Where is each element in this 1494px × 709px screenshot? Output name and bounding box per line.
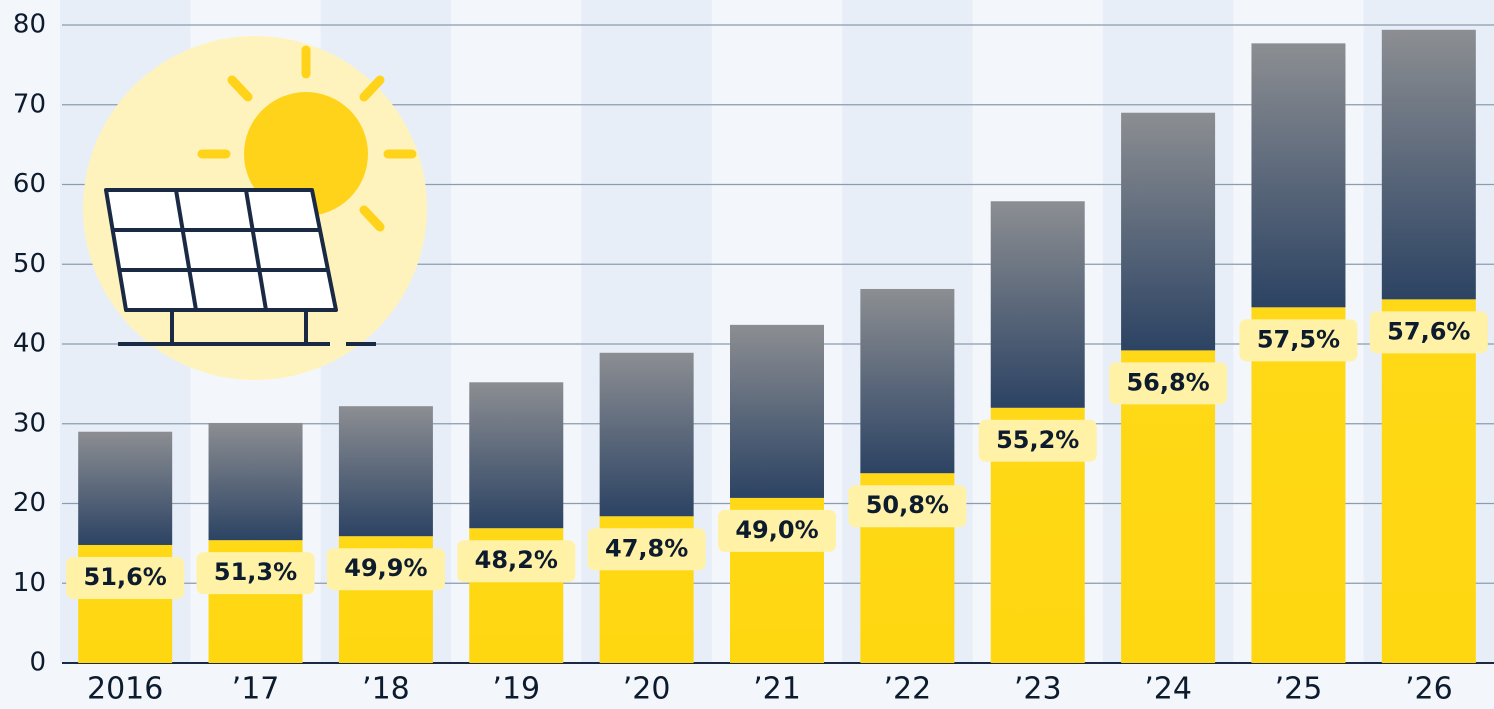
data-label: 51,3%: [214, 558, 297, 586]
bar-segment: [1251, 43, 1345, 307]
y-tick-label: 80: [13, 10, 46, 40]
x-tick-label: ’20: [623, 672, 671, 707]
data-label: 57,5%: [1257, 325, 1340, 353]
data-label: 48,2%: [475, 546, 558, 574]
data-label: 47,8%: [605, 534, 688, 562]
bar-segment: [600, 353, 694, 516]
bar-segment: [991, 201, 1085, 408]
chart: 0 10 20 30 40 50 60 70 80 51,6% 51,3% 49,9% 48,2% 47…: [0, 0, 1494, 709]
x-tick-label: ’24: [1144, 672, 1192, 707]
data-label: 51,6%: [84, 563, 167, 591]
y-tick-label: 10: [13, 568, 46, 598]
y-tick-label: 20: [13, 488, 46, 518]
data-label: 50,8%: [866, 491, 949, 519]
x-tick-label: ’18: [362, 672, 410, 707]
x-tick-label: ’25: [1275, 672, 1323, 707]
x-tick-label: ’26: [1405, 672, 1453, 707]
x-tick-label: ’17: [232, 672, 280, 707]
bar-segment: [730, 325, 824, 498]
x-tick-label: 2016: [87, 672, 163, 707]
data-label: 49,0%: [735, 516, 818, 544]
x-tick-label: ’22: [884, 672, 932, 707]
y-tick-label: 50: [13, 249, 46, 279]
data-label: 55,2%: [996, 426, 1079, 454]
solar-illustration: [83, 36, 427, 380]
x-tick-label: ’19: [492, 672, 540, 707]
bar-segment: [339, 406, 433, 536]
bar-segment: [1382, 30, 1476, 300]
bar-segment: [1382, 299, 1476, 663]
bar-segment: [860, 289, 954, 473]
y-tick-label: 70: [13, 89, 46, 119]
data-label: 57,6%: [1387, 317, 1470, 345]
bar-segment: [78, 432, 172, 545]
page: {"chart_data": {"type": "bar", "stacked"…: [0, 0, 1494, 709]
data-label: 56,8%: [1126, 368, 1209, 396]
x-tick-label: ’23: [1014, 672, 1062, 707]
y-tick-label: 60: [13, 169, 46, 199]
y-tick-label: 40: [13, 329, 46, 359]
bar-segment: [1121, 113, 1215, 351]
y-tick-label: 0: [29, 648, 46, 678]
x-tick-label: ’21: [753, 672, 801, 707]
bar-segment: [469, 382, 563, 528]
bar-segment: [209, 423, 303, 540]
y-tick-label: 30: [13, 408, 46, 438]
data-label: 49,9%: [344, 554, 427, 582]
